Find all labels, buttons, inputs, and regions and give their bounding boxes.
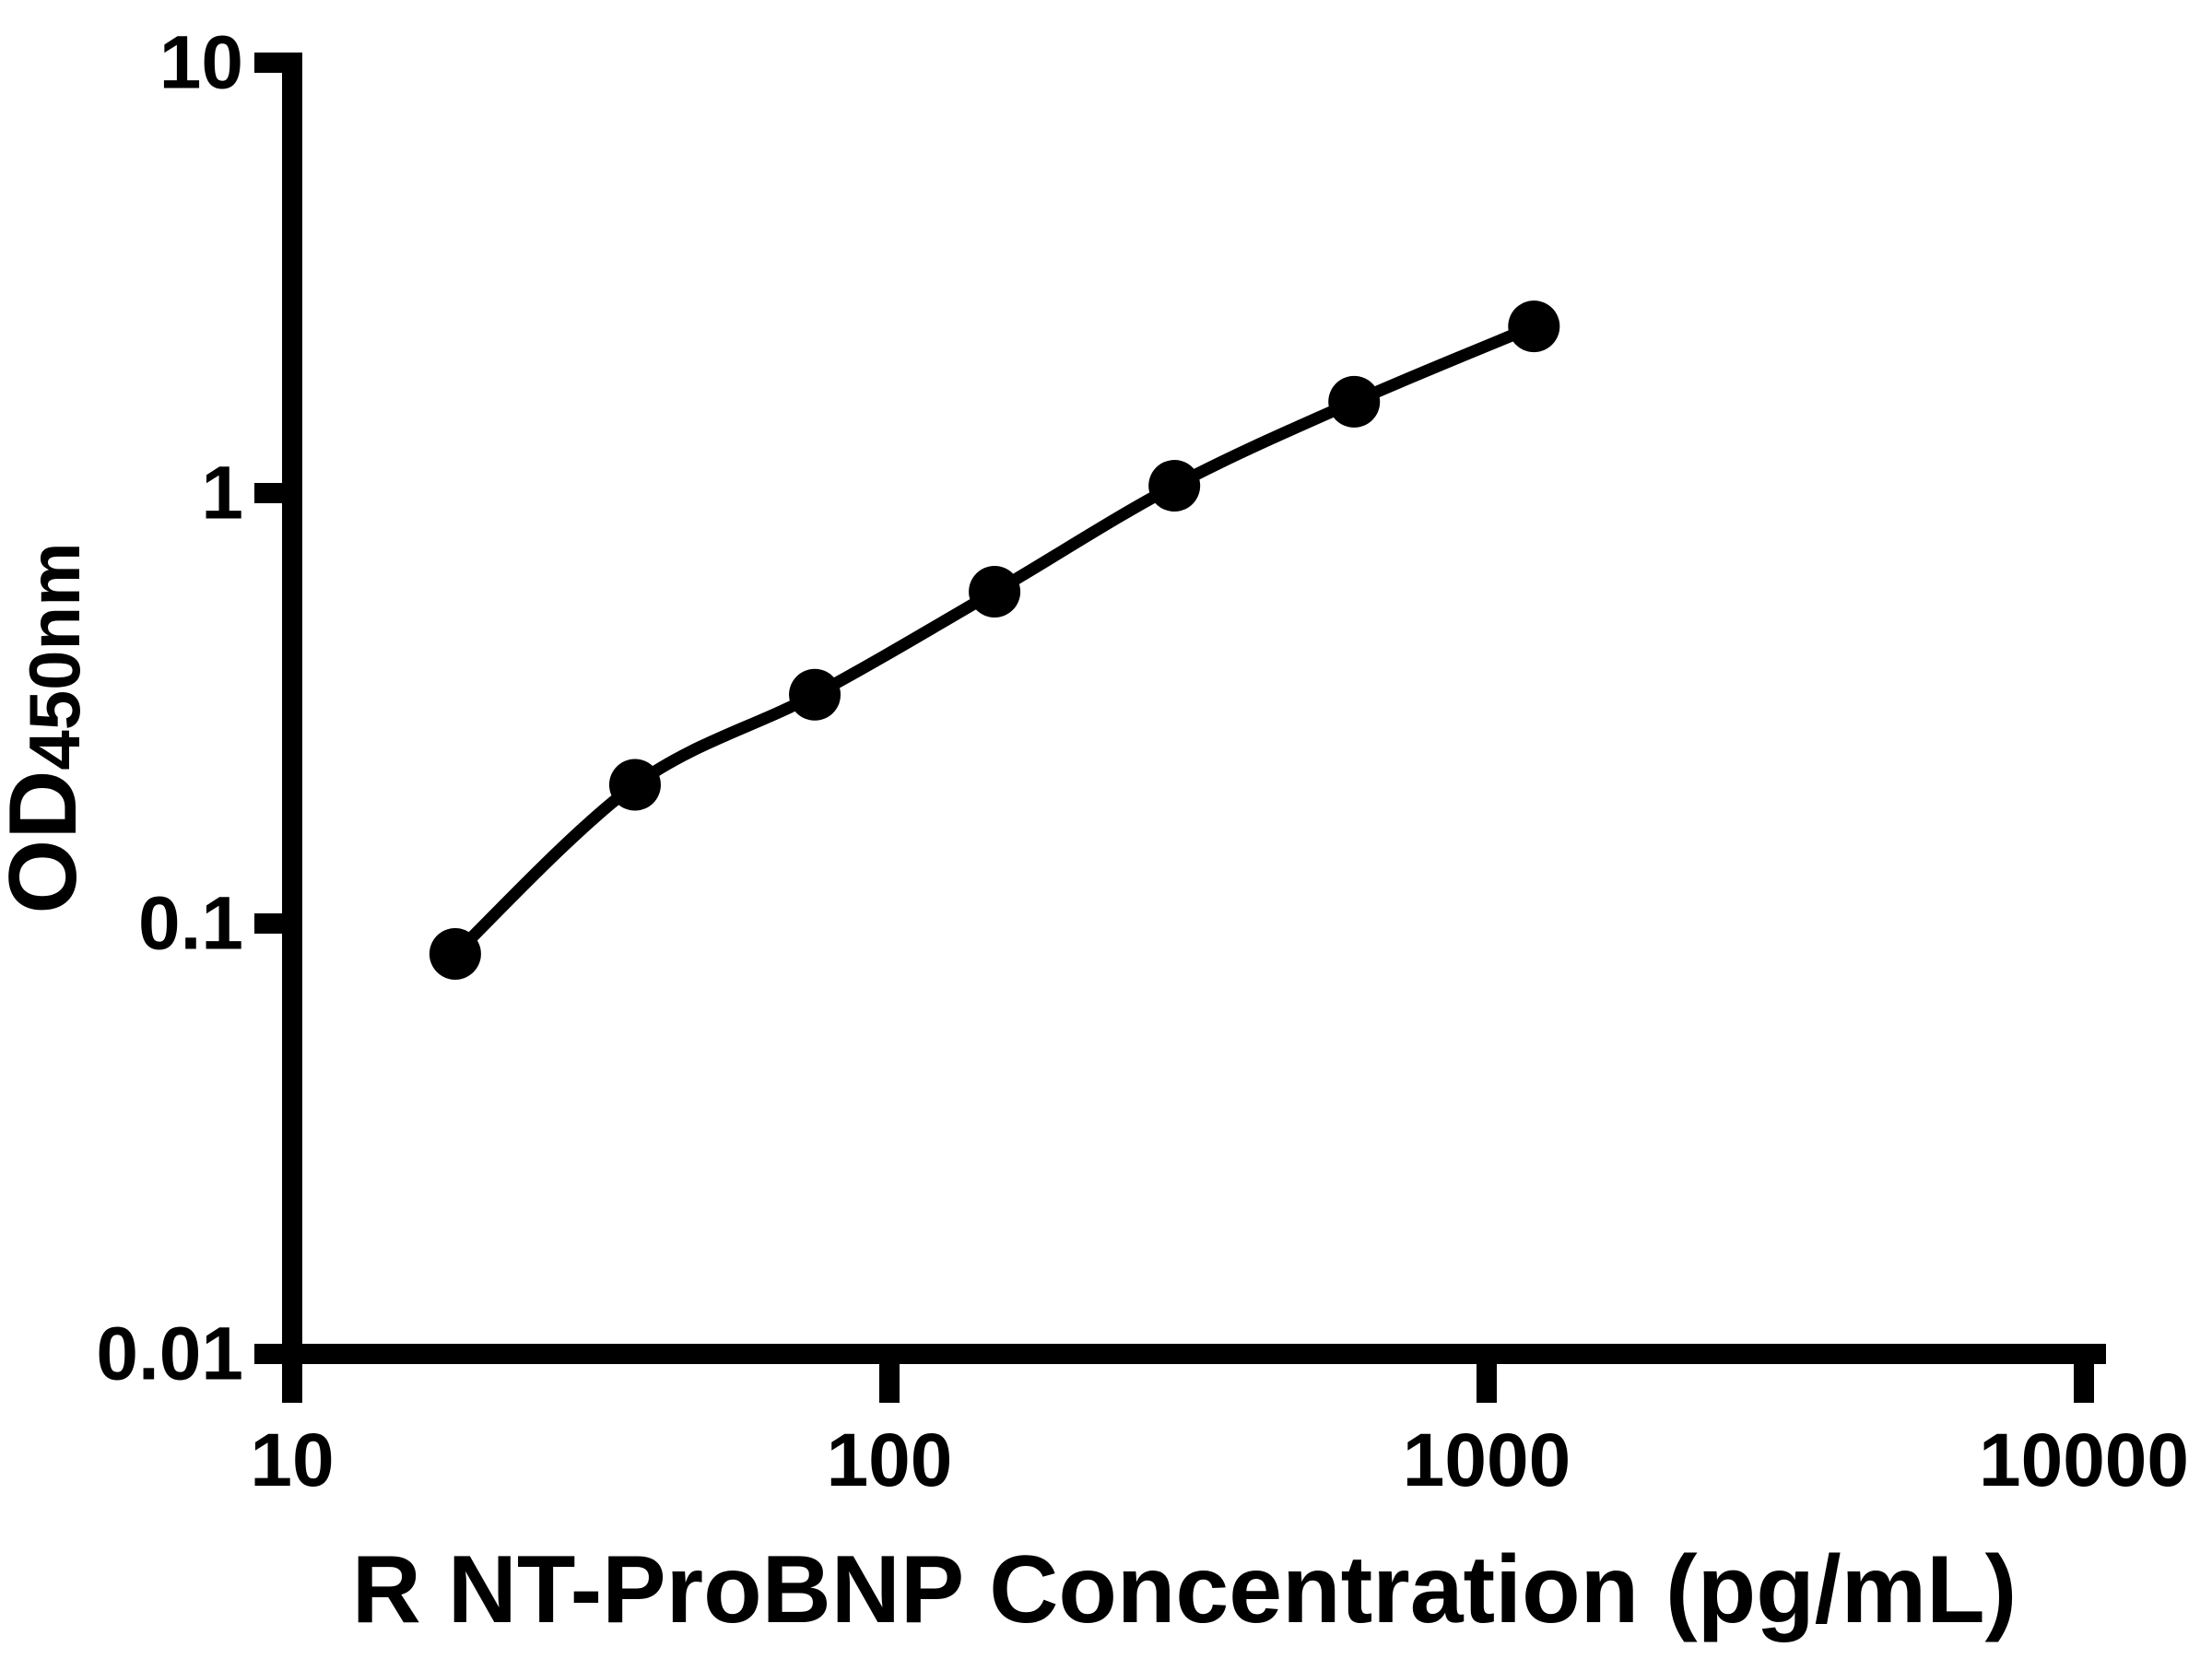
y-tick-label: 0.01 (96, 1312, 243, 1396)
standard-curve-line (451, 321, 1536, 959)
data-point-marker (1148, 460, 1201, 512)
axes (282, 53, 2106, 1364)
data-point-marker (608, 759, 661, 811)
data-point-marker (429, 927, 481, 980)
data-point-marker (969, 566, 1021, 618)
y-axis-title-sub: 450nm (14, 542, 95, 770)
y-tick-label: 10 (159, 21, 243, 105)
ticks (254, 53, 2094, 1403)
axis-spines (282, 53, 2106, 1364)
x-axis-title: R NT-ProBNP Concentration (pg/mL) (352, 1536, 2018, 1643)
y-axis-title-main: OD (0, 771, 97, 914)
x-tick-label: 1000 (1403, 1418, 1571, 1502)
data-point-marker (1508, 300, 1560, 353)
data-point-marker (789, 668, 841, 721)
x-tick-label: 10000 (1979, 1418, 2189, 1502)
data-point-marker (1328, 375, 1381, 428)
series (429, 300, 1560, 980)
x-tick-label: 100 (827, 1418, 953, 1502)
y-tick-label: 1 (201, 452, 243, 535)
y-tick-label: 0.1 (138, 882, 243, 966)
x-tick-label: 10 (250, 1418, 334, 1502)
y-axis-title: OD450nm (0, 542, 97, 913)
